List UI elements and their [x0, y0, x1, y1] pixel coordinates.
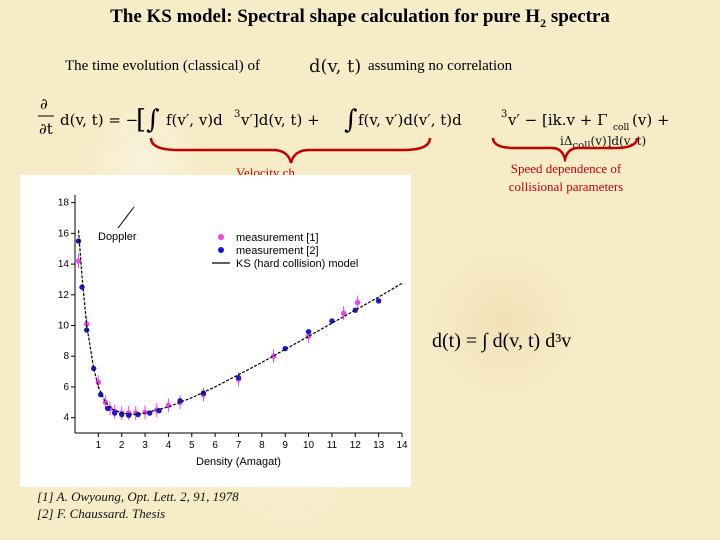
point-measurement-1 — [83, 321, 90, 327]
point-measurement-2 — [83, 327, 90, 333]
title-suffix: spectra — [546, 6, 610, 27]
svg-text:f(v, v′)d(v′, t)d: f(v, v′)d(v′, t)d — [358, 111, 462, 129]
x-tick-label: 13 — [373, 440, 385, 451]
velocity-brace — [149, 137, 432, 164]
point-measurement-1 — [305, 333, 312, 339]
y-tick-label: 10 — [58, 321, 70, 332]
legend-label: measurement [1] — [236, 232, 319, 244]
reference-1: [1] A. Owyoung, Opt. Lett. 2, 91, 1978 — [37, 489, 239, 504]
subtitle-right: assuming no correlation — [368, 58, 513, 74]
x-tick-label: 10 — [303, 440, 315, 451]
y-tick-label: 14 — [58, 259, 70, 270]
x-tick-label: 7 — [236, 440, 242, 451]
legend-swatch-point — [218, 234, 224, 240]
y-tick-label: 6 — [63, 382, 69, 393]
svg-text:coll: coll — [613, 123, 629, 133]
x-tick-label: 9 — [282, 440, 288, 451]
x-tick-label: 2 — [119, 440, 125, 451]
y-tick-label: 18 — [58, 198, 70, 209]
point-measurement-2 — [305, 328, 312, 335]
point-measurement-2 — [105, 405, 111, 412]
x-tick-label: 4 — [166, 440, 172, 451]
integral-equation: d(t) = ∫ d(v, t) d³v — [432, 330, 572, 352]
point-measurement-2 — [112, 410, 118, 416]
legend-label: KS (hard collision) model — [236, 258, 358, 270]
point-measurement-1 — [75, 258, 82, 264]
point-measurement-2 — [200, 390, 207, 396]
svg-text:∂t: ∂t — [39, 120, 53, 138]
x-tick-label: 8 — [259, 440, 265, 451]
y-tick-label: 12 — [58, 290, 70, 301]
point-measurement-2 — [75, 238, 82, 244]
doppler-pointer — [117, 206, 135, 229]
svg-text:(v) +: (v) + — [632, 111, 670, 129]
references: [1] A. Owyoung, Opt. Lett. 2, 91, 1978 [… — [37, 488, 239, 522]
y-tick-label: 16 — [58, 228, 70, 239]
svg-text:v′]d(v, t) +: v′]d(v, t) + — [240, 111, 320, 129]
doppler-label: Doppler — [98, 231, 137, 243]
svg-text:[∫: [∫ — [136, 105, 160, 135]
title-text: The KS model: Spectral shape calculation… — [110, 6, 541, 27]
series-line-ks-model — [77, 230, 403, 416]
x-tick-label: 11 — [327, 440, 338, 451]
point-measurement-2 — [90, 365, 97, 372]
svg-text:3: 3 — [501, 109, 507, 120]
x-tick-label: 14 — [396, 440, 408, 451]
point-measurement-2 — [235, 375, 242, 381]
d-symbol: d(v, t) — [309, 56, 362, 77]
point-measurement-2 — [352, 307, 358, 313]
y-tick-label: 4 — [63, 413, 69, 424]
reference-2: [2] F. Chaussard. Thesis — [37, 506, 166, 521]
legend-label: measurement [2] — [236, 245, 319, 257]
legend-swatch-point — [218, 247, 224, 253]
point-measurement-1 — [340, 310, 347, 316]
y-tick-label: 8 — [63, 351, 69, 362]
speed-annotation: Speed dependence of collisional paramete… — [508, 161, 624, 194]
linewidth-chart: 1 2 3 4 5 6 7 8 9 10 11 12 13 144681012141618Density … — [58, 195, 408, 468]
title-subscript: 2 — [540, 15, 547, 30]
svg-text:d(v, t) = −: d(v, t) = − — [60, 111, 138, 129]
svg-text:v′ − [ik.v + Γ: v′ − [ik.v + Γ — [507, 111, 607, 129]
subtitle-left: The time evolution (classical) of — [65, 58, 260, 74]
x-axis-label: Density (Amagat) — [196, 456, 281, 468]
point-measurement-1 — [354, 299, 361, 306]
point-measurement-2 — [79, 284, 85, 290]
main-equation: ∂ ∂t d(v, t) = − [∫ f(v′, v)d 3 v′]d(v, … — [38, 95, 670, 138]
x-tick-label: 5 — [189, 440, 195, 451]
slide-title: The KS model: Spectral shape calculation… — [0, 6, 720, 31]
x-tick-label: 6 — [212, 440, 218, 451]
svg-text:∫: ∫ — [344, 105, 358, 135]
svg-text:∂: ∂ — [40, 95, 48, 113]
point-measurement-2 — [375, 298, 382, 304]
x-tick-label: 3 — [142, 440, 148, 451]
chart-panel: 1 2 3 4 5 6 7 8 9 10 11 12 13 14 4 6 8 10 12 14 16 18 Density … — [20, 175, 411, 487]
x-tick-label: 1 — [96, 440, 102, 451]
speed-brace — [491, 137, 639, 162]
svg-text:f(v′, v)d: f(v′, v)d — [166, 111, 223, 129]
svg-text:3: 3 — [234, 109, 240, 120]
x-tick-label: 12 — [350, 440, 362, 451]
